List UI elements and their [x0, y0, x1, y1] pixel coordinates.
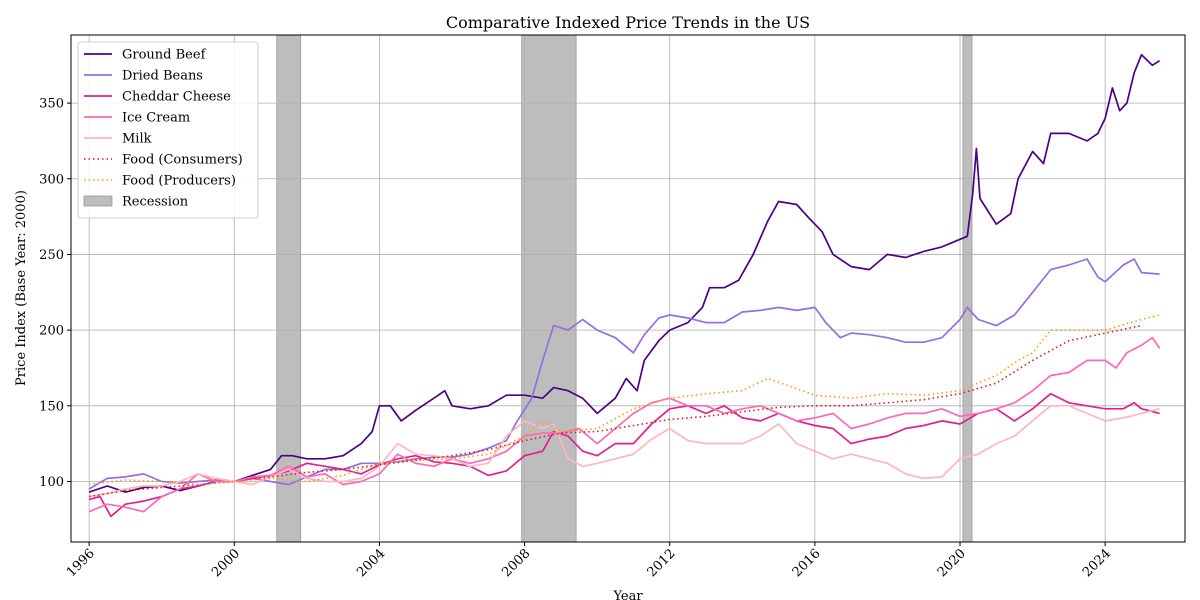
legend-label-5: Food (Consumers)	[122, 153, 243, 168]
legend-label-6: Food (Producers)	[122, 174, 236, 189]
legend-label-0: Ground Beef	[122, 48, 207, 63]
series-line-1	[88, 258, 1160, 490]
y-ticks: 100 150 200 250 300 350	[39, 97, 71, 490]
y-tick-label-4: 300	[39, 172, 64, 187]
legend-box	[77, 41, 259, 219]
y-axis-label: Price Index (Base Year: 2000)	[14, 190, 29, 386]
legend-label-3: Ice Cream	[122, 111, 190, 126]
series-line-3	[88, 336, 1161, 513]
series-lines	[88, 53, 1161, 518]
recession-band-2	[962, 34, 973, 543]
legend-label-recession: Recession	[122, 195, 189, 210]
y-tick-label-5: 350	[39, 97, 64, 112]
series-line-6	[88, 314, 1160, 486]
plot-frame	[70, 34, 1186, 543]
x-axis-label: Year	[612, 589, 643, 600]
legend-swatch-recession	[83, 195, 113, 207]
y-tick-label-3: 250	[39, 248, 64, 263]
recession-band-1	[521, 34, 577, 543]
legend: Ground Beef Dried Beans Cheddar Cheese Ice …	[77, 41, 259, 219]
y-tick-label-0: 100	[39, 475, 64, 490]
legend-label-2: Cheddar Cheese	[122, 90, 231, 105]
series-line-5	[88, 324, 1142, 498]
grid-lines	[71, 35, 1185, 542]
chart-title: Comparative Indexed Price Trends in the …	[446, 13, 810, 32]
y-tick-label-2: 200	[39, 324, 64, 339]
legend-label-1: Dried Beans	[122, 69, 203, 84]
y-tick-label-1: 150	[39, 399, 64, 414]
legend-label-4: Milk	[122, 132, 152, 147]
series-line-4	[88, 404, 1160, 498]
series-line-0	[88, 53, 1161, 493]
